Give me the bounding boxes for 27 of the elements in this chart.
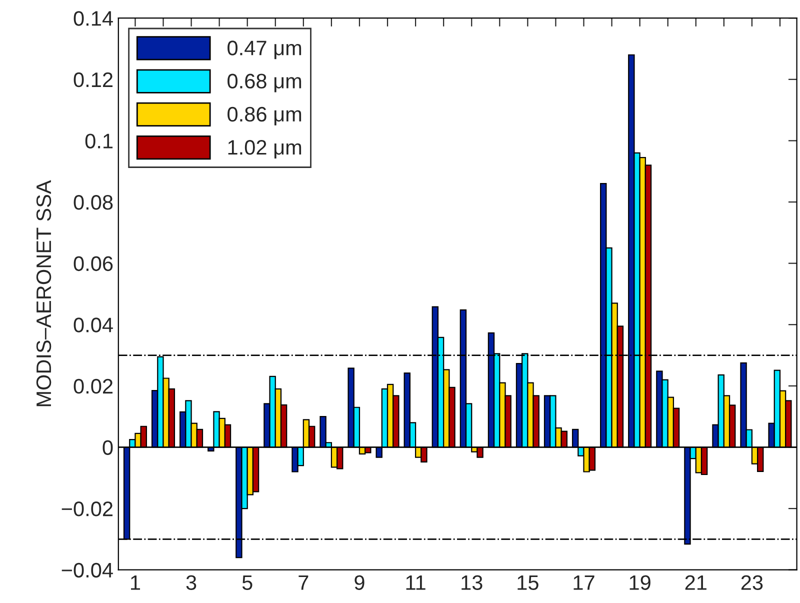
y-tick-label: 0.04 [74,318,113,332]
x-tick-label: 21 [685,575,706,590]
y-tick-label: −0.02 [62,502,112,516]
x-tick-label: 15 [518,575,538,590]
legend-label: 0.47 μm [228,40,302,60]
y-tick-label: 0.12 [74,72,112,88]
x-tick-label: 11 [406,575,426,590]
y-tick-label: 0.14 [74,11,113,26]
legend-label: 0.68 μm [228,74,302,92]
x-tick-label: 3 [186,575,196,590]
x-tick-label: 7 [298,575,308,590]
y-tick-label: 0.02 [74,378,112,394]
y-tick-label: 0.1 [85,134,113,148]
y-axis-title: MODIS–AERONET SSA [36,180,52,406]
x-tick-label: 1 [131,575,140,590]
x-tick-label: 17 [574,575,594,590]
legend-label: 1.02 μm [228,140,302,159]
legend-label: 0.86 μm [228,106,302,126]
x-tick-label: 19 [630,575,650,590]
x-tick-label: 9 [354,575,364,590]
x-tick-label: 23 [741,575,763,590]
x-tick-label: 5 [242,575,252,590]
y-tick-label: 0.06 [74,256,113,272]
x-tick-label: 13 [462,575,482,590]
y-tick-label: −0.04 [62,562,113,578]
y-tick-label: 0 [102,440,113,455]
y-tick-label: 0.08 [74,195,113,210]
